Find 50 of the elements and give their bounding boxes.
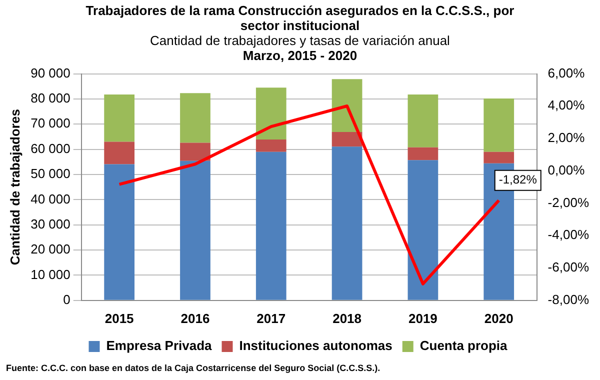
bar	[332, 132, 362, 147]
y2-tick-label: -2,00%	[548, 194, 590, 210]
y2-tick-label: 2,00%	[548, 130, 586, 146]
y2-tick-label: -8,00%	[548, 292, 590, 307]
legend-label: Instituciones autonomas	[239, 338, 392, 354]
text: Marzo, 2015 - 2020	[242, 48, 358, 63]
x-tick-label: 2017	[256, 310, 286, 326]
y-tick-label: 10 000	[30, 266, 70, 282]
bar	[104, 94, 134, 142]
bar	[332, 79, 362, 132]
y2-tick-label: 6,00%	[548, 65, 586, 80]
bar	[256, 88, 286, 140]
bar	[408, 147, 438, 160]
y-tick-label: 80 000	[30, 90, 70, 106]
bar	[180, 93, 210, 143]
bar	[408, 94, 438, 148]
data-label: -1,82%	[498, 172, 538, 187]
bar	[104, 142, 134, 164]
y-tick-label: 90 000	[30, 65, 70, 80]
y2-tick-label: -4,00%	[548, 227, 590, 242]
bar	[256, 140, 286, 152]
bar	[408, 160, 438, 300]
y2-tick-label: 0,00%	[548, 162, 586, 178]
x-tick-label: 2015	[104, 310, 134, 326]
y-tick-label: 30 000	[30, 216, 70, 232]
legend-label: Cuenta propia	[420, 338, 508, 354]
bar	[256, 152, 286, 300]
chart-subtitle: Cantidad de trabajadores y tasas de variación anual	[149, 33, 451, 48]
legend-label: Empresa Privada	[106, 338, 213, 354]
bar	[332, 146, 362, 300]
bar	[180, 142, 210, 161]
chart-title: Trabajadores de la rama Construcción asegurados en la C.C.S.S., por sector institucional	[84, 2, 516, 33]
x-tick-label: 2020	[484, 310, 514, 326]
y-tick-label: 20 000	[30, 242, 70, 257]
y-tick-label: 0	[63, 292, 70, 307]
y-tick-label: 60 000	[30, 140, 70, 156]
bar	[484, 98, 514, 152]
bar	[104, 164, 134, 300]
y-tick-label: 50 000	[30, 166, 70, 182]
x-tick-label: 2016	[180, 310, 210, 326]
y2-tick-label: 4,00%	[548, 98, 586, 113]
bar	[484, 152, 514, 164]
y2-tick-label: -6,00%	[548, 260, 590, 275]
y-tick-label: 70 000	[30, 116, 70, 131]
y-tick-label: 40 000	[30, 191, 70, 206]
bar	[180, 160, 210, 300]
y-axis-title: Cantidad de trabajadores	[7, 109, 22, 266]
source-note: Fuente: C.C.C. con base en datos de la Caja Costarricense del Seguro Social (C.C.S.S.).	[5, 363, 382, 373]
x-tick-label: 2019	[408, 310, 438, 326]
x-tick-label: 2018	[332, 310, 362, 326]
